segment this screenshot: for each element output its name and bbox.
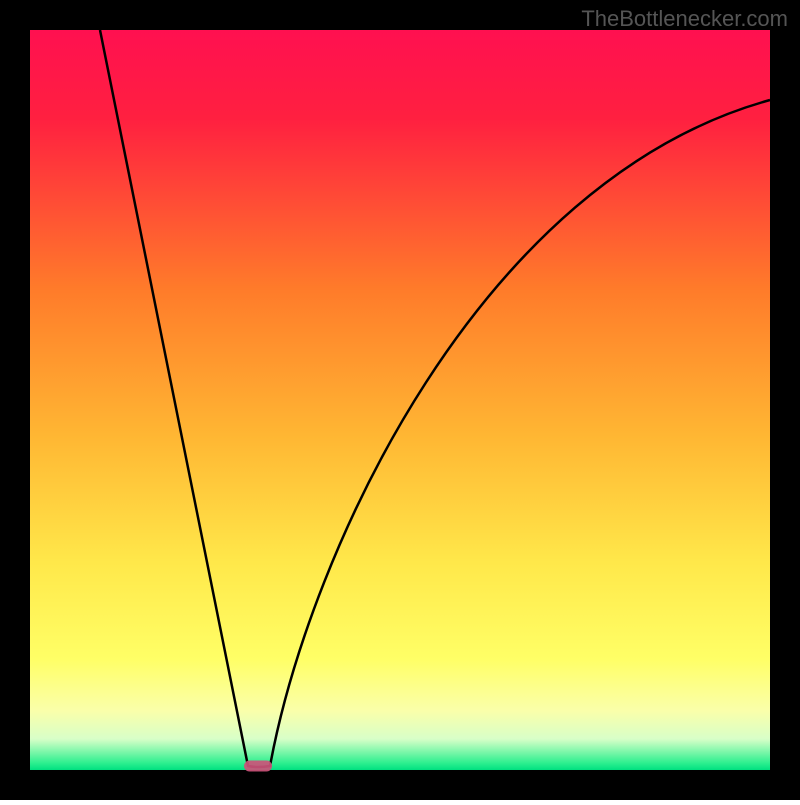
- bottleneck-chart: TheBottlenecker.com: [0, 0, 800, 800]
- plot-background: [30, 30, 770, 770]
- watermark-label: TheBottlenecker.com: [581, 6, 788, 32]
- minimum-marker: [244, 761, 272, 772]
- chart-svg: [0, 0, 800, 800]
